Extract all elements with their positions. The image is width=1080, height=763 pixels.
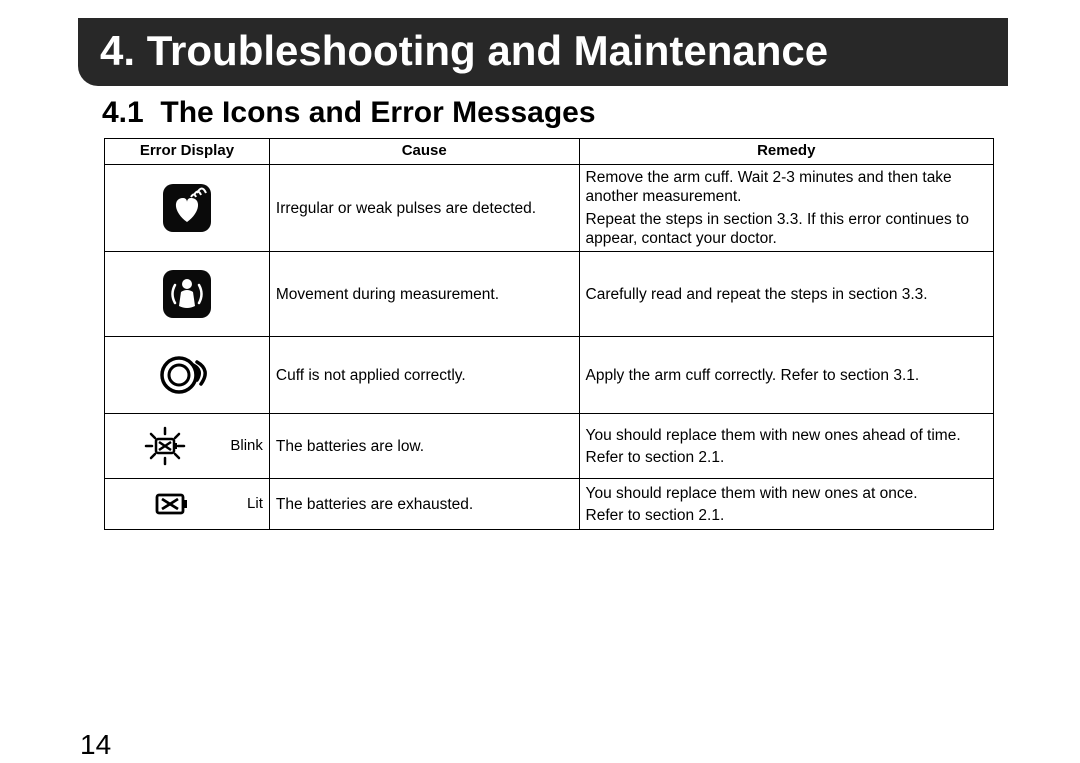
table-row: Blink The batteries are low. You should … xyxy=(105,414,994,479)
table-header-row: Error Display Cause Remedy xyxy=(105,139,994,165)
col-header-remedy: Remedy xyxy=(579,139,993,165)
icon-state-label: Lit xyxy=(247,495,263,514)
cause-cell: Irregular or weak pulses are detected. xyxy=(269,164,579,252)
heart-pulse-icon xyxy=(161,182,213,234)
page-number: 14 xyxy=(80,729,111,761)
section-title: The Icons and Error Messages xyxy=(160,96,595,129)
remedy-cell: You should replace them with new ones at… xyxy=(579,479,993,530)
section-number: 4.1 xyxy=(102,96,144,129)
battery-low-icon xyxy=(140,426,190,466)
table-row: Irregular or weak pulses are detected. R… xyxy=(105,164,994,252)
chapter-title: Troubleshooting and Maintenance xyxy=(147,27,828,74)
col-header-display: Error Display xyxy=(105,139,270,165)
table-row: Lit The batteries are exhausted. You sho… xyxy=(105,479,994,530)
col-header-cause: Cause xyxy=(269,139,579,165)
remedy-cell: Apply the arm cuff correctly. Refer to s… xyxy=(579,337,993,414)
section-heading: 4.1 The Icons and Error Messages xyxy=(102,96,1080,130)
remedy-cell: Carefully read and repeat the steps in s… xyxy=(579,252,993,337)
icon-state-label: Blink xyxy=(230,437,263,456)
chapter-title-bar: 4. Troubleshooting and Maintenance xyxy=(78,18,1008,86)
cause-cell: Cuff is not applied correctly. xyxy=(269,337,579,414)
error-table: Error Display Cause Remedy Irregular or … xyxy=(104,138,994,530)
battery-empty-icon xyxy=(153,491,193,517)
remedy-cell: You should replace them with new ones ah… xyxy=(579,414,993,479)
chapter-number: 4. xyxy=(100,27,135,74)
table-row: Cuff is not applied correctly. Apply the… xyxy=(105,337,994,414)
cuff-loose-icon xyxy=(157,350,217,400)
cause-cell: The batteries are low. xyxy=(269,414,579,479)
cause-cell: Movement during measurement. xyxy=(269,252,579,337)
table-row: Movement during measurement. Carefully r… xyxy=(105,252,994,337)
remedy-cell: Remove the arm cuff. Wait 2-3 minutes an… xyxy=(579,164,993,252)
movement-icon xyxy=(161,268,213,320)
cause-cell: The batteries are exhausted. xyxy=(269,479,579,530)
